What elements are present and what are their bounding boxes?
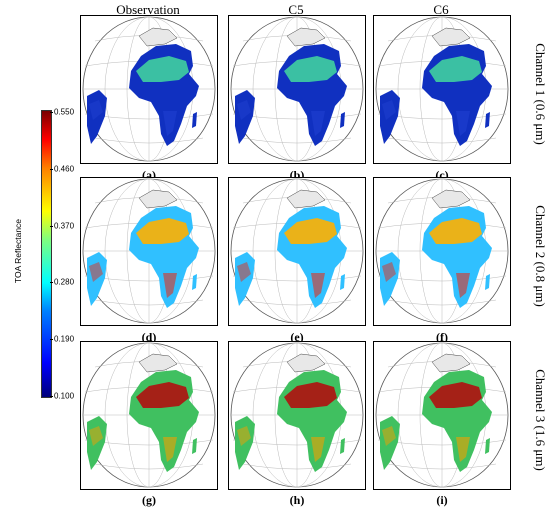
colorbar-tick-label: 0.550	[54, 107, 75, 117]
panel-caption: (e)	[290, 330, 304, 344]
row-label-channel-1: Channel 1 (0.6 μm)	[533, 43, 548, 145]
panel-caption: (i)	[436, 493, 448, 507]
column-header-c6: C6	[433, 2, 449, 17]
colorbar-tick-label: 0.100	[54, 391, 75, 401]
colorbar-tickmark	[50, 225, 53, 227]
panel-caption: (f)	[436, 330, 448, 344]
globe-map	[82, 16, 216, 162]
globe-map	[375, 342, 509, 488]
column-header-observation: Observation	[116, 2, 180, 17]
colorbar-tickmark	[50, 112, 53, 113]
panel-caption: (g)	[142, 493, 156, 507]
row-label-channel-2: Channel 2 (0.8 μm)	[533, 205, 548, 307]
colorbar-tickmark	[50, 396, 53, 397]
panel-caption: (h)	[289, 493, 305, 507]
globe-map	[82, 342, 216, 488]
map-panel	[80, 341, 218, 490]
colorbar-tickmark	[50, 282, 53, 284]
colorbar-tick-label: 0.370	[54, 221, 75, 231]
globe-map	[230, 16, 364, 162]
colorbar-tickmark	[50, 339, 53, 341]
map-panel	[373, 15, 511, 164]
map-panel	[80, 15, 218, 164]
map-panel	[228, 341, 366, 490]
map-panel	[80, 177, 218, 326]
colorbar-tick-label: 0.280	[54, 277, 75, 287]
panel-caption: (d)	[141, 330, 157, 344]
map-panel	[228, 15, 366, 164]
map-panel	[373, 341, 511, 490]
colorbar	[41, 110, 52, 398]
globe-map	[375, 16, 509, 162]
colorbar-title: TOA Reflectance	[13, 218, 23, 284]
column-header-c5: C5	[288, 2, 304, 17]
globe-map	[375, 178, 509, 324]
globe-map	[82, 178, 216, 324]
colorbar-tick-label: 0.460	[54, 164, 75, 174]
map-panel	[373, 177, 511, 326]
globe-map	[230, 342, 364, 488]
colorbar-tick-label: 0.190	[54, 334, 75, 344]
globe-map	[230, 178, 364, 324]
map-panel	[228, 177, 366, 326]
colorbar-tickmark	[50, 168, 53, 170]
row-label-channel-3: Channel 3 (1.6 μm)	[533, 369, 548, 471]
